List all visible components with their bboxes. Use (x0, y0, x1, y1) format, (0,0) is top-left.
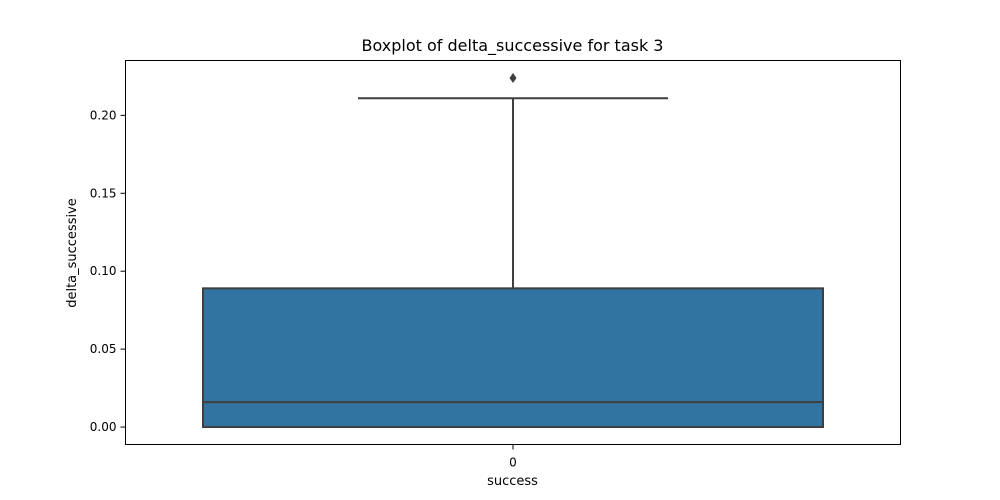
outlier-point (509, 72, 517, 83)
y-tick-label: 0.05 (90, 342, 117, 356)
x-tick-label: 0 (509, 456, 517, 470)
y-tick-label: 0.10 (90, 264, 117, 278)
x-axis-label: success (487, 474, 538, 489)
y-tick-label: 0.00 (90, 420, 117, 434)
y-tick-label: 0.20 (90, 108, 117, 122)
plot-area (202, 72, 824, 429)
y-axis-label: delta_successive (65, 198, 80, 308)
x-axis: 0 (509, 444, 517, 470)
y-tick-label: 0.15 (90, 186, 117, 200)
box-iqr (202, 287, 824, 429)
y-axis: 0.00 0.05 0.10 0.15 0.20 (90, 108, 126, 434)
chart-title: Boxplot of delta_successive for task 3 (362, 36, 664, 56)
